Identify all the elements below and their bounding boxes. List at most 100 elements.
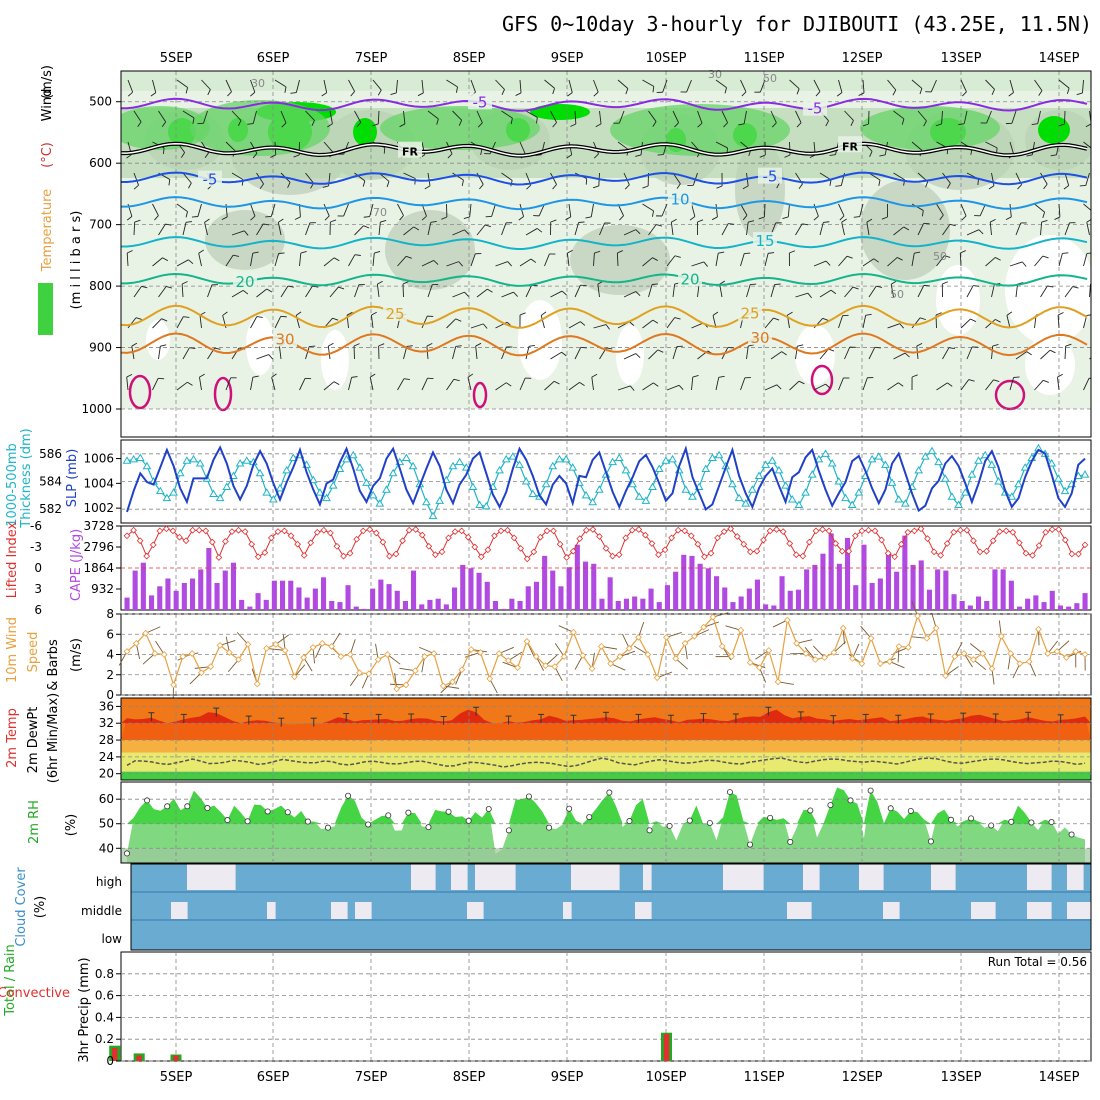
wind-barb-staff — [198, 253, 202, 267]
cape-bar — [795, 589, 801, 610]
wind-barb-staff — [427, 222, 432, 236]
wind-barb-flag — [362, 180, 366, 187]
high-cloud-gap — [219, 864, 228, 890]
isotherm-label: -5 — [763, 168, 778, 186]
cape-bar — [1025, 598, 1031, 610]
rh-moist-cell — [380, 106, 540, 150]
data-point — [781, 481, 790, 489]
data-point — [182, 537, 190, 545]
wind-barb-staff — [1009, 261, 1023, 267]
wind-barb-staff — [231, 289, 244, 298]
wind-barb-staff — [133, 110, 142, 123]
wind-barb-flag — [1091, 212, 1093, 218]
wind-axis-title: & Barbs — [46, 639, 61, 691]
data-point — [254, 553, 262, 561]
wind-barb-staff — [361, 673, 370, 689]
high-cloud-gap — [723, 864, 732, 890]
wind-barb-flag — [421, 215, 427, 221]
axis-tick-label: 0.6 — [95, 989, 114, 1003]
wind-barb-flag — [830, 289, 837, 295]
wind-barb-staff — [616, 252, 619, 267]
wind-barb-flag — [652, 319, 659, 324]
axis-tick-label: 0.4 — [95, 1010, 114, 1024]
data-point — [382, 485, 391, 493]
data-point — [428, 511, 438, 520]
wind-barb-flag — [674, 255, 681, 258]
data-point — [132, 639, 140, 647]
wind-barb-flag — [727, 346, 734, 349]
dewpoint-line — [126, 757, 1086, 768]
data-point — [485, 806, 492, 813]
data-point — [625, 645, 633, 652]
wind-barb-flag — [406, 345, 413, 347]
wind-barb-flag — [789, 250, 796, 254]
wind-barb-flag — [939, 214, 944, 221]
wind-barb-staff — [746, 346, 749, 360]
data-point — [1068, 831, 1075, 838]
data-point — [362, 478, 371, 486]
wind-barb-flag — [386, 181, 390, 188]
wind-barb-staff — [1012, 663, 1021, 679]
data-point — [195, 459, 205, 467]
wind-barb-flag — [773, 317, 780, 321]
rh-dry-pocket — [616, 325, 644, 385]
wind-barb-staff — [991, 346, 994, 360]
wind-barb-flag — [480, 148, 483, 156]
data-point — [588, 665, 596, 673]
wind-barb-flag — [873, 258, 879, 263]
cape-bar — [1057, 605, 1063, 610]
wind-barb-staff — [1064, 222, 1070, 236]
wind-barb-flag — [399, 215, 404, 221]
wind-barb-flag — [748, 220, 755, 223]
wind-barb-flag — [899, 323, 905, 329]
isotherm-label-bg — [383, 304, 407, 321]
data-point — [753, 547, 761, 555]
wind-barb-flag — [550, 219, 557, 223]
wind-barb-flag — [988, 185, 995, 190]
cape-bar — [746, 588, 752, 610]
data-point — [366, 526, 374, 533]
cloud-cover-layers — [131, 864, 1091, 950]
wind-barb-flag — [890, 280, 897, 285]
wind-barb-flag — [703, 261, 709, 267]
data-point — [144, 797, 151, 804]
wind-barb-staff — [155, 640, 165, 655]
data-point — [774, 465, 784, 474]
data-point — [222, 538, 229, 545]
data-point — [491, 532, 498, 540]
wind-barb-flag — [1050, 154, 1057, 157]
wind-barb-flag — [716, 185, 723, 189]
wind-barb-staff — [887, 257, 898, 267]
data-point — [458, 527, 466, 535]
isotherm-lines — [121, 97, 1088, 357]
data-point — [914, 465, 924, 474]
cape-bar — [492, 601, 498, 610]
data-point — [1047, 459, 1057, 467]
data-point — [761, 460, 771, 468]
data-point — [1068, 550, 1076, 558]
wind-barb-flag — [1072, 286, 1079, 289]
wind-barb-staff — [295, 79, 300, 93]
wind-barb-staff — [1083, 378, 1090, 391]
data-point — [207, 663, 215, 671]
cape-bar — [140, 562, 146, 610]
isotherm-label: 20 — [680, 270, 699, 288]
wind-barb-flag — [619, 215, 624, 221]
wind-barb-flag — [204, 152, 209, 159]
data-point — [1016, 539, 1023, 547]
data-point — [337, 653, 345, 660]
cape-bar — [664, 585, 670, 610]
wind-barb-staff — [1058, 79, 1070, 89]
axis-tick-label: -3 — [30, 540, 42, 554]
wind-barb-flag — [911, 374, 918, 378]
data-point — [894, 494, 904, 503]
wind-axis-title: (m/s) — [69, 638, 84, 672]
isotherm-label-bg — [468, 93, 492, 110]
wind-barb-staff — [519, 258, 532, 267]
isotherm-label: -5 — [203, 171, 218, 189]
wind-barb-flag — [278, 252, 285, 254]
data-point — [726, 789, 733, 796]
thickness-line — [126, 447, 1086, 518]
date-label-top: 8SEP — [453, 51, 486, 66]
data-point — [668, 534, 675, 542]
